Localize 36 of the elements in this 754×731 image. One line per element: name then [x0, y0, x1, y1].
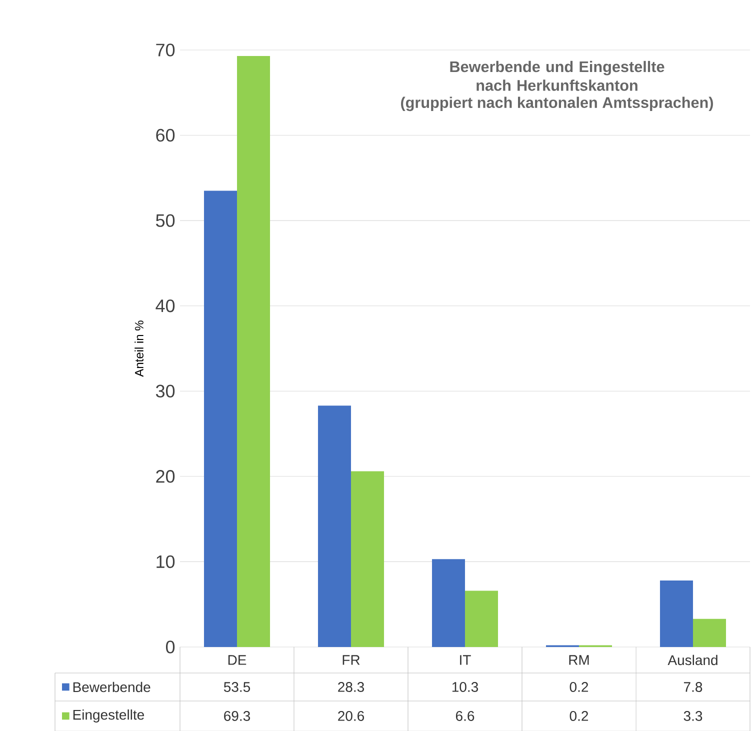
bar [660, 580, 693, 647]
bar [465, 590, 498, 647]
y-tick-label: 20 [156, 470, 175, 483]
bar [351, 471, 384, 647]
y-tick-label: 50 [156, 214, 175, 227]
y-tick-label: 40 [156, 299, 175, 312]
x-tick-label: DE [228, 655, 246, 665]
data-label: 6.6 [456, 711, 474, 721]
data-label: 28.3 [338, 682, 364, 692]
bar [693, 618, 726, 647]
x-tick-label: RM [569, 655, 589, 665]
text: Bewerbende und Eingestellte nach Herkunftskanton [450, 60, 664, 91]
bar [318, 406, 351, 647]
y-axis-title: Anteil in % [134, 320, 144, 377]
data-label: 0.2 [570, 682, 588, 692]
data-label: 7.8 [684, 682, 702, 692]
y-tick-label: 70 [156, 44, 175, 56]
data-label: 53.5 [224, 682, 250, 692]
data-label: 10.3 [452, 682, 478, 692]
x-tick-label: IT [460, 655, 471, 665]
bar [432, 559, 465, 647]
x-tick-label: Ausland [668, 654, 718, 666]
y-tick-label: 60 [156, 128, 175, 142]
legend-label: Eingestellte [73, 709, 144, 723]
text: (gruppiert nach kantonalen Amtssprachen) [401, 96, 713, 112]
y-tick-label: 0 [166, 640, 175, 654]
y-tick-label: 10 [156, 555, 175, 568]
bar [237, 56, 270, 647]
y-tick-label: 30 [156, 384, 175, 398]
x-tick-label: FR [342, 655, 360, 665]
bar [204, 190, 237, 647]
data-label: 3.3 [684, 711, 702, 721]
data-label: 20.6 [338, 711, 364, 721]
data-label: 69.3 [224, 711, 250, 721]
legend-label: Bewerbende [73, 682, 150, 692]
data-label: 0.2 [570, 711, 588, 721]
